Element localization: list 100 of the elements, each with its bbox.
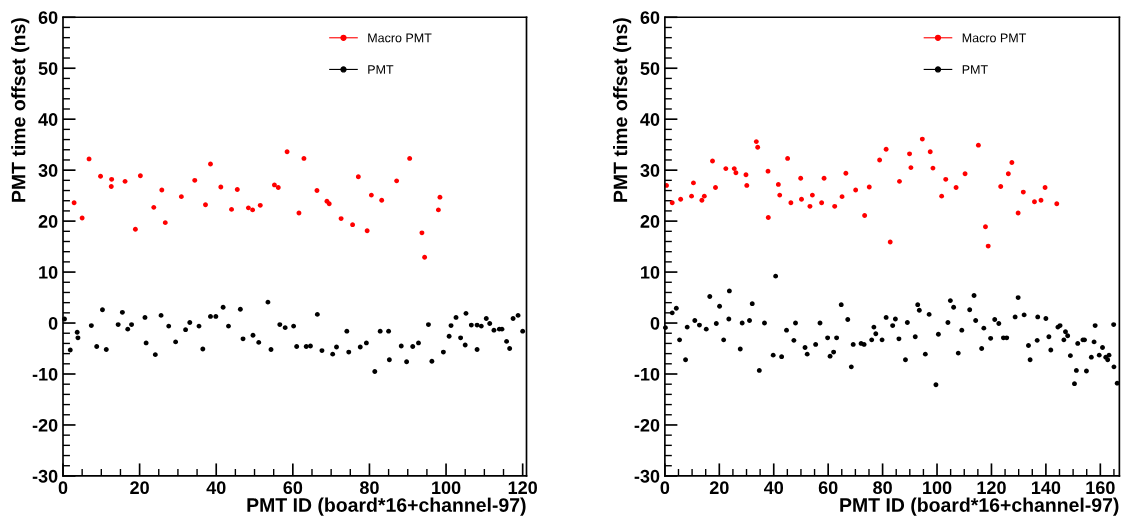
y-tick-label: -20: [32, 418, 58, 432]
x-tick-label: 80: [359, 481, 379, 495]
point: [162, 220, 168, 226]
point: [691, 180, 696, 186]
x-tick-label: 100: [432, 481, 461, 495]
point: [98, 173, 103, 179]
legend-label: PMT: [368, 65, 394, 74]
legend-label: Macro PMT: [368, 33, 432, 43]
y-tick-label: -10: [32, 367, 58, 381]
point: [744, 183, 750, 188]
point: [927, 149, 933, 155]
x-axis-title: PMT ID (board*16+channel-97): [247, 497, 526, 516]
point: [245, 205, 251, 211]
x-tick-label: 120: [977, 481, 1006, 495]
point: [368, 192, 374, 198]
point: [257, 202, 263, 208]
point: [743, 172, 749, 178]
point: [731, 166, 737, 172]
y-tick-label: 30: [38, 164, 58, 177]
point: [1038, 197, 1044, 203]
y-tick-label: 0: [650, 316, 660, 330]
y-tick-label: 30: [640, 164, 660, 177]
point: [908, 165, 914, 171]
point: [701, 193, 707, 199]
point: [883, 146, 889, 152]
y-tick-label: 50: [38, 62, 58, 75]
point: [798, 175, 804, 181]
y-tick-label: 20: [640, 215, 660, 228]
point: [819, 200, 825, 206]
y-tick-label: -20: [634, 418, 660, 432]
y-tick-label: 0: [48, 316, 58, 330]
x-tick-label: 0: [660, 481, 670, 495]
y-tick-label: 40: [38, 113, 58, 126]
point: [132, 226, 138, 232]
point: [151, 204, 157, 210]
point: [1032, 199, 1037, 205]
x-tick-label: 80: [873, 481, 892, 495]
point: [785, 156, 791, 161]
point: [723, 166, 729, 172]
point: [435, 207, 441, 213]
y-tick-label: 60: [640, 11, 660, 24]
point: [159, 187, 165, 193]
point: [962, 171, 968, 177]
point: [137, 173, 143, 179]
point: [866, 184, 872, 190]
point: [234, 187, 240, 192]
x-tick-label: 60: [818, 481, 838, 495]
point: [275, 185, 281, 190]
point: [907, 151, 912, 157]
point: [192, 177, 198, 183]
point: [753, 139, 759, 145]
x-axis-title: PMT ID (board*16+channel-97): [840, 497, 1119, 516]
y-tick-label: -10: [634, 367, 660, 381]
point: [669, 200, 675, 206]
point: [218, 184, 224, 190]
y-axis-title: PMT time offset (ns): [613, 18, 632, 202]
point: [755, 144, 761, 150]
x-tick-label: 160: [1086, 481, 1115, 495]
x-tick-label: 60: [283, 481, 303, 495]
point: [943, 176, 949, 182]
x-tick-label: 20: [709, 481, 729, 495]
point: [843, 170, 849, 176]
legend-label: Macro PMT: [962, 33, 1027, 43]
y-tick-label: 10: [39, 266, 58, 279]
point: [832, 203, 838, 209]
point: [983, 224, 988, 230]
point: [178, 194, 184, 200]
point: [364, 228, 370, 234]
point: [788, 200, 794, 206]
y-tick-label: 40: [640, 113, 660, 126]
point: [250, 207, 256, 213]
point: [1005, 171, 1011, 177]
point: [284, 149, 290, 155]
point: [108, 184, 114, 189]
x-tick-label: 140: [1031, 481, 1061, 495]
point: [713, 185, 718, 190]
point: [678, 196, 684, 202]
point: [862, 213, 868, 218]
point: [350, 222, 356, 228]
point: [355, 174, 361, 180]
point: [809, 192, 815, 198]
y-tick-label: 10: [641, 266, 660, 279]
y-tick-label: 60: [38, 11, 58, 24]
point: [1020, 189, 1026, 195]
x-tick-label: 0: [58, 481, 68, 495]
point: [799, 196, 804, 202]
point: [897, 178, 902, 184]
y-tick-label: 20: [38, 215, 58, 228]
point: [422, 254, 428, 260]
point: [394, 178, 400, 184]
point: [379, 197, 385, 203]
point: [775, 181, 781, 187]
point: [109, 176, 115, 182]
point: [765, 215, 771, 220]
point: [699, 197, 705, 203]
point: [887, 239, 893, 245]
x-tick-label: 120: [508, 481, 537, 495]
point: [919, 136, 925, 142]
x-tick-label: 20: [130, 481, 149, 495]
point: [203, 202, 208, 208]
